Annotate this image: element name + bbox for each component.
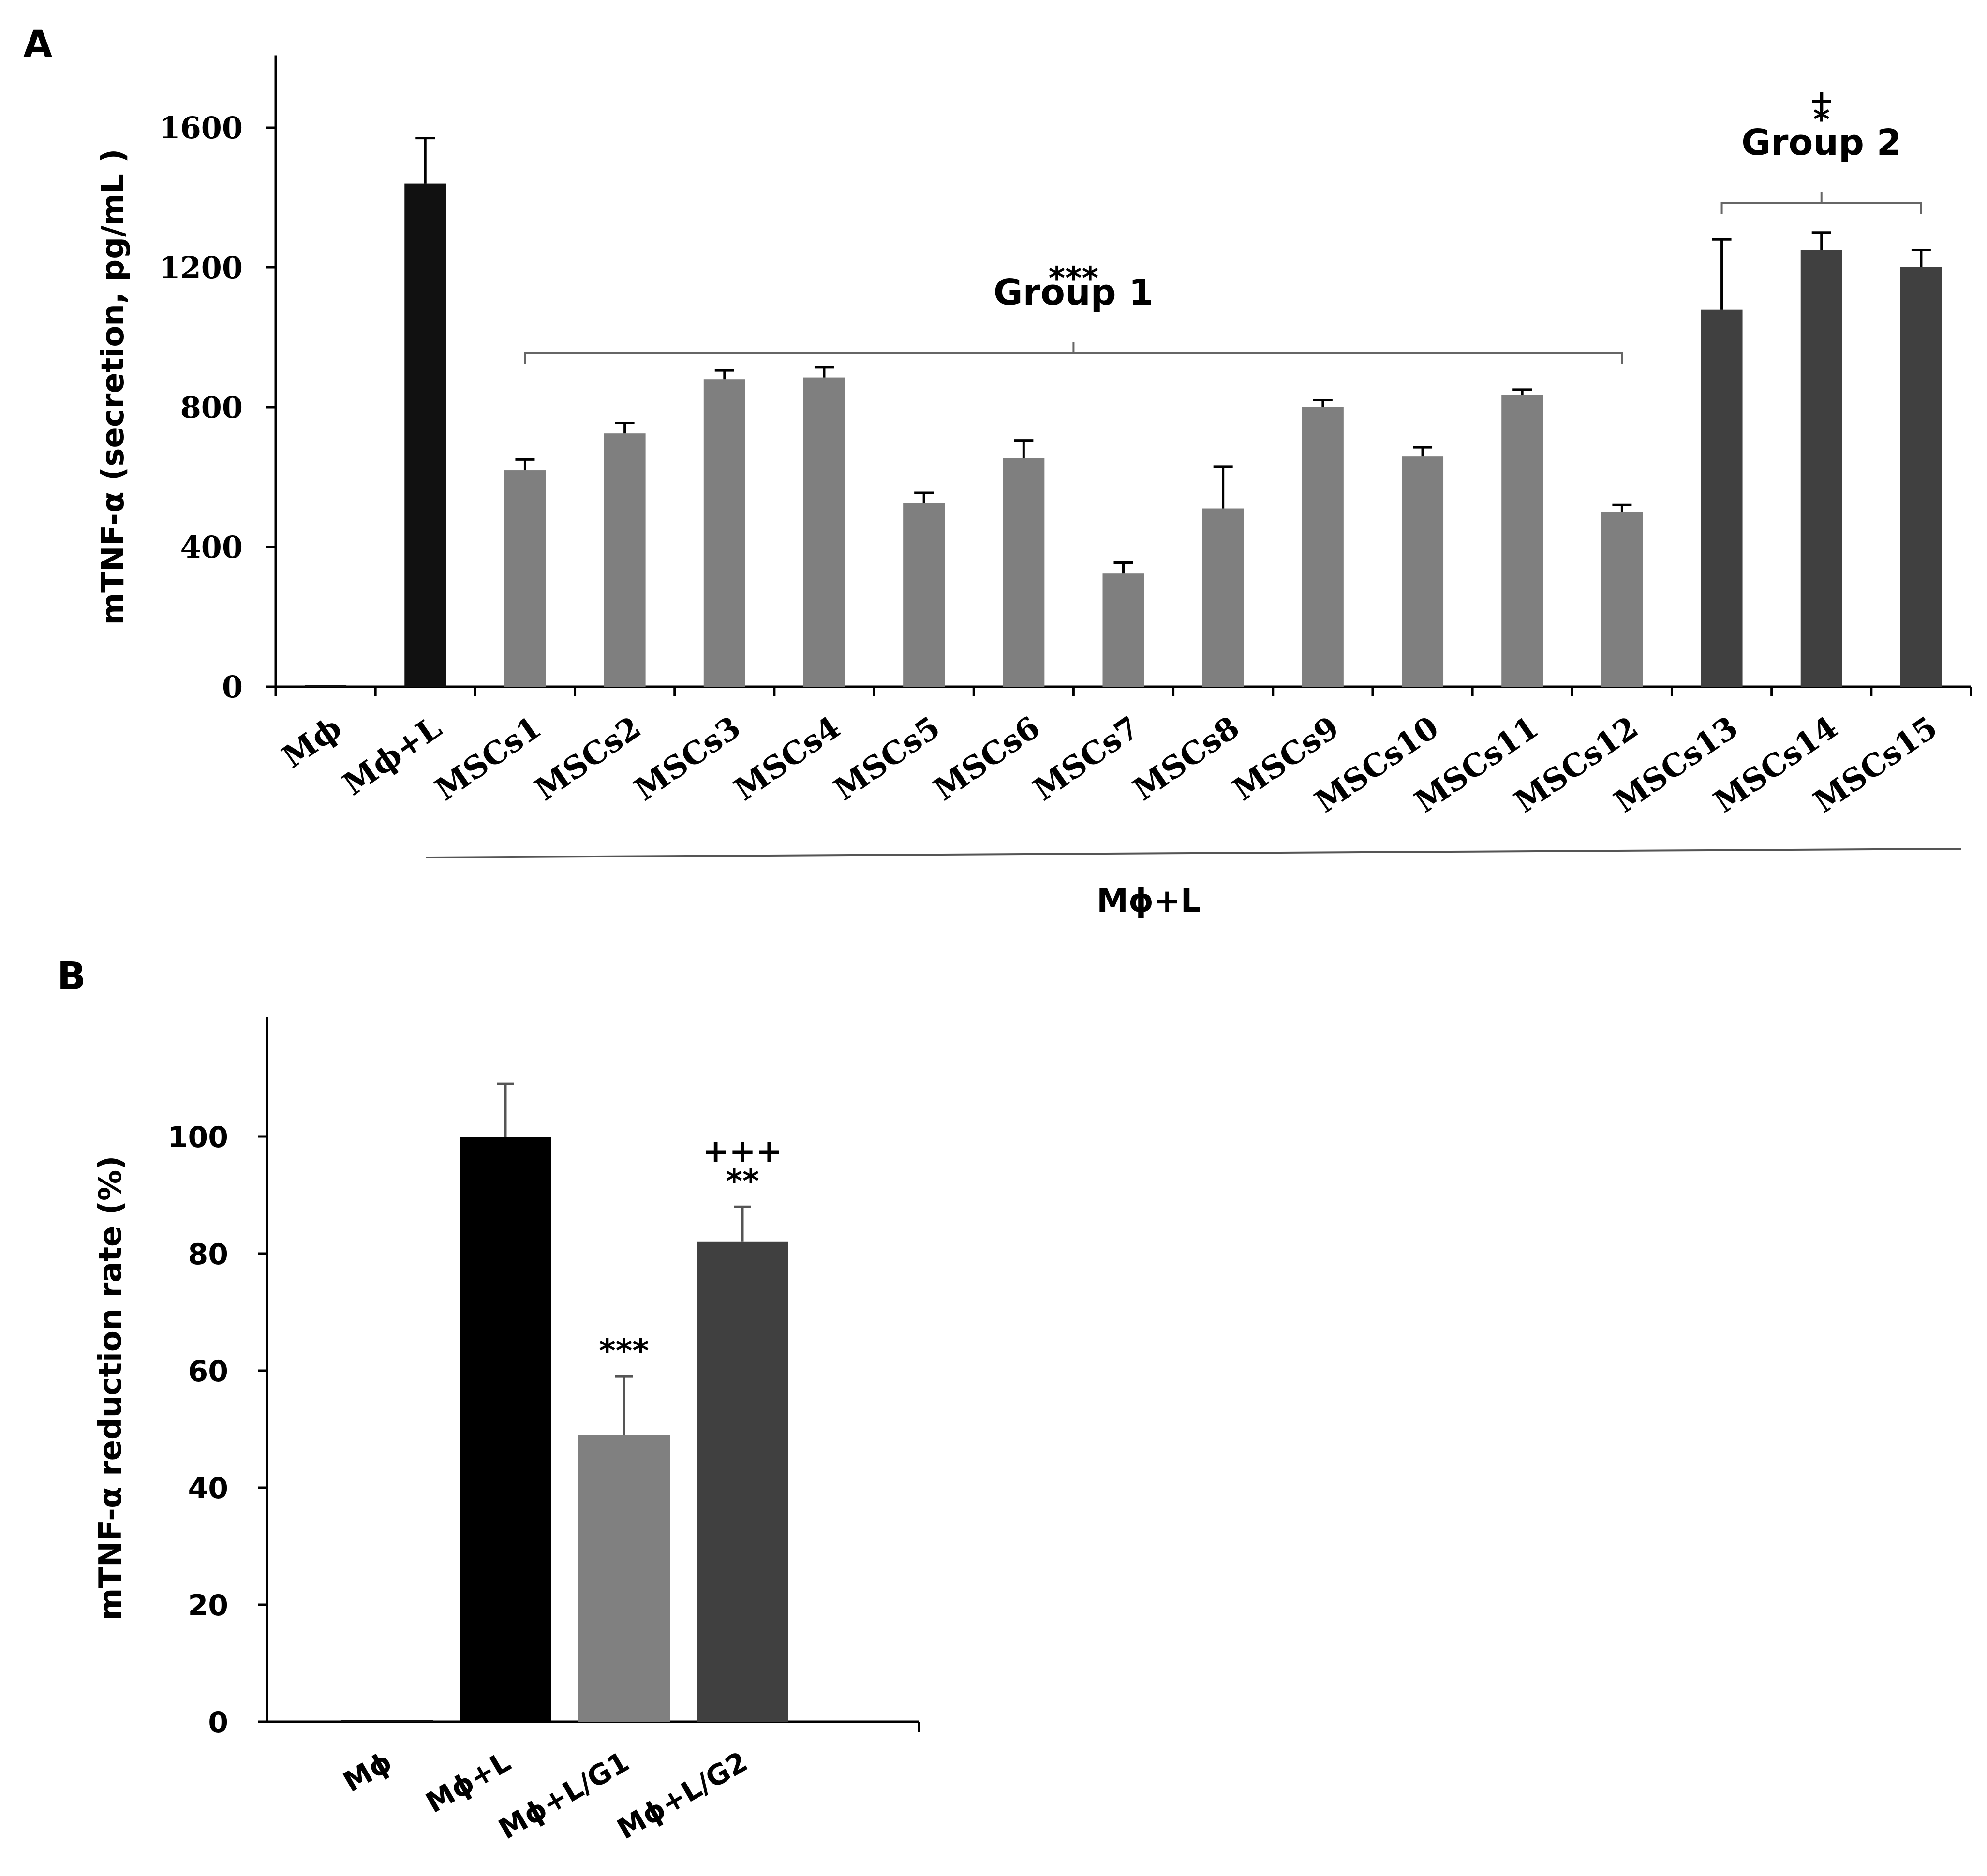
panel-a-letter: A — [23, 23, 52, 66]
x-tick-label-MSCs2: MSCs2 — [528, 709, 648, 808]
panel-b-y-tick-label: 0 — [208, 1706, 228, 1740]
bar-MSCs11 — [1501, 395, 1543, 687]
panel-b: B mTNF-α reduction rate (%) 0 20 40 60 80 100… — [57, 955, 920, 1846]
panel-b-letter: B — [57, 955, 86, 998]
bar-MSCs9 — [1302, 407, 1344, 687]
panel-a-y-axis-label: mTNF-α (secretion, pg/mL ) — [95, 149, 131, 625]
panel-b-y-tick-label: 20 — [188, 1589, 229, 1623]
panel-a-y-tick-label: 0 — [222, 669, 243, 705]
bar-Mϕ+L/G1 — [578, 1435, 670, 1722]
x-tick-label-Mϕ: Mϕ — [276, 709, 348, 776]
panel-b-y-tick-label: 80 — [188, 1238, 229, 1271]
bar-MSCs1 — [504, 470, 546, 687]
x-tick-label-Mϕ+L/G1: Mϕ+L/G1 — [493, 1745, 635, 1846]
group-bracket — [524, 342, 1623, 364]
x-tick-label-Mϕ+L: Mϕ+L — [336, 709, 448, 803]
x-tick-label-MSCs3: MSCs3 — [628, 709, 747, 808]
x-tick-label-Mϕ+L: Mϕ+L — [420, 1745, 516, 1819]
x-tick-label-MSCs6: MSCs6 — [927, 709, 1047, 808]
panel-b-y-axis-label: mTNF-α reduction rate (%) — [93, 1156, 129, 1621]
panel-a-y-tick-label: 1200 — [159, 250, 243, 285]
x-tick-label-MSCs8: MSCs8 — [1127, 709, 1246, 808]
bar-MSCs15 — [1900, 267, 1942, 687]
x-tick-label-Mϕ+L/G2: Mϕ+L/G2 — [611, 1745, 753, 1846]
bar-MSCs13 — [1701, 309, 1743, 687]
panel-a-y-tick-label: 400 — [180, 530, 243, 565]
panel-b-bars — [341, 1082, 788, 1722]
bar-MSCs6 — [1003, 458, 1045, 687]
group-bracket — [1720, 192, 1922, 214]
significance-marker: * — [1813, 101, 1830, 138]
significance-marker: ** — [726, 1163, 759, 1200]
panel-a-bars — [305, 137, 1942, 687]
bar-Mϕ+L — [460, 1137, 551, 1722]
group-label: Group 1 — [994, 272, 1154, 313]
panel-a-y-tick-label: 800 — [180, 390, 243, 425]
x-tick-label-Mϕ: Mϕ — [338, 1745, 398, 1799]
bar-MSCs14 — [1800, 250, 1842, 687]
x-tick-label-MSCs5: MSCs5 — [828, 709, 947, 808]
bar-MSCs4 — [803, 377, 845, 687]
x-tick-label-MSCs7: MSCs7 — [1027, 709, 1146, 808]
bar-Mϕ+L — [404, 183, 446, 687]
panel-a-group-underline — [425, 848, 1962, 858]
x-tick-label-MSCs1: MSCs1 — [429, 709, 548, 808]
bar-MSCs7 — [1102, 573, 1144, 687]
significance-marker-plus: + — [1809, 83, 1834, 118]
bar-Mϕ — [341, 1720, 433, 1722]
significance-marker: +++ — [702, 1133, 783, 1170]
bar-MSCs3 — [703, 379, 745, 687]
significance-marker: *** — [599, 1332, 649, 1370]
panel-b-annotations: *** +++** — [599, 1133, 783, 1370]
significance-marker: *** — [1049, 260, 1099, 297]
panel-a-x-group-label: Mϕ+L — [1097, 882, 1201, 919]
panel-a: A mTNF-α (secretion, pg/mL ) 0 400 800 1200… — [23, 23, 1972, 919]
panel-b-y-tick-label: 60 — [188, 1355, 229, 1389]
bar-MSCs5 — [903, 503, 945, 687]
panel-b-y-tick-label: 40 — [188, 1472, 229, 1506]
panel-b-y-tick-label: 100 — [168, 1121, 228, 1154]
bar-Mϕ — [305, 685, 347, 687]
bar-MSCs12 — [1601, 512, 1643, 687]
group-label: Group 2 — [1741, 122, 1901, 163]
bar-MSCs8 — [1202, 508, 1244, 687]
panel-a-brackets: Group 1*** Group 2*+ — [524, 83, 1922, 364]
panel-a-y-tick-label: 1600 — [159, 110, 243, 146]
bar-Mϕ+L/G2 — [697, 1241, 788, 1722]
bar-MSCs10 — [1402, 456, 1444, 687]
bar-MSCs2 — [604, 433, 646, 687]
x-tick-label-MSCs4: MSCs4 — [728, 709, 847, 808]
